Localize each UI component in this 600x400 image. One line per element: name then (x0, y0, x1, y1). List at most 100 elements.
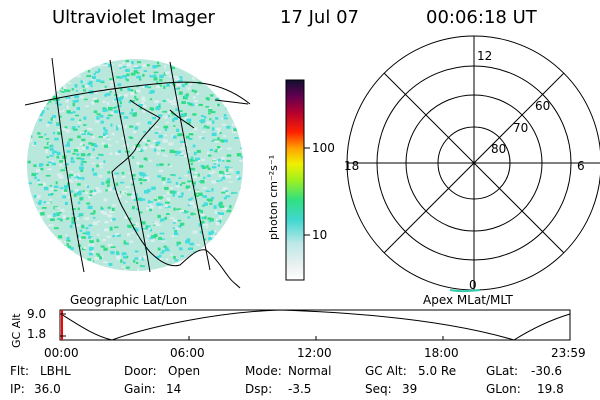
speckle (193, 205, 196, 208)
speckle (176, 241, 181, 245)
ip-label: IP: (10, 382, 25, 396)
speckle (146, 64, 150, 67)
speckle (117, 125, 122, 128)
speckle (213, 163, 217, 165)
uv-image (24, 57, 251, 289)
speckle (65, 257, 69, 260)
speckle (190, 162, 193, 166)
speckle (132, 113, 137, 117)
speckle (228, 220, 232, 224)
speckle (171, 103, 177, 106)
speckle (75, 99, 79, 103)
speckle (222, 160, 225, 162)
speckle (226, 125, 231, 129)
speckle (228, 66, 233, 70)
speckle (116, 191, 120, 194)
speckle (75, 216, 80, 221)
speckle (225, 195, 231, 198)
speckle (125, 186, 131, 188)
speckle (192, 184, 196, 187)
speckle (73, 193, 77, 197)
speckle (161, 147, 165, 150)
speckle (239, 76, 243, 79)
speckle (236, 153, 242, 157)
speckle (182, 96, 188, 100)
speckle (144, 190, 149, 194)
speckle (86, 202, 91, 205)
speckle (116, 252, 120, 256)
speckle (121, 137, 124, 141)
speckle (187, 170, 192, 174)
speckle (112, 187, 116, 190)
speckle (187, 83, 192, 86)
speckle (34, 141, 37, 145)
speckle (202, 166, 206, 169)
speckle (29, 75, 34, 78)
speckle (75, 270, 79, 271)
speckle (194, 100, 198, 103)
speckle (118, 150, 121, 153)
speckle (200, 119, 206, 123)
speckle (156, 61, 160, 65)
speckle (225, 240, 229, 244)
speckle (149, 208, 152, 212)
speckle (211, 180, 217, 184)
speckle (76, 153, 80, 156)
speckle (167, 178, 171, 181)
speckle (75, 269, 79, 271)
speckle (47, 256, 52, 260)
speckle (241, 237, 243, 240)
speckle (108, 64, 112, 68)
speckle (33, 195, 39, 198)
speckle (177, 219, 181, 222)
speckle (168, 111, 172, 114)
speckle (74, 84, 78, 88)
speckle (239, 61, 243, 65)
speckle (218, 132, 222, 134)
speckle (39, 118, 42, 122)
speckle (106, 116, 110, 120)
speckle (76, 60, 81, 63)
speckle (54, 207, 60, 209)
speckle (66, 141, 70, 145)
speckle (221, 191, 226, 194)
speckle (86, 154, 90, 157)
speckle (180, 224, 183, 227)
speckle (215, 221, 220, 226)
speckle (172, 227, 175, 229)
speckle (90, 212, 95, 215)
speckle (66, 150, 71, 153)
speckle (234, 210, 239, 213)
speckle (55, 212, 60, 216)
speckle (85, 191, 88, 195)
speckle (152, 140, 158, 142)
speckle (165, 201, 170, 204)
speckle (223, 94, 227, 97)
speckle (174, 88, 179, 90)
speckle (126, 63, 132, 67)
speckle (189, 242, 195, 246)
speckle (70, 258, 73, 262)
speckle (159, 203, 164, 206)
speckle (102, 62, 107, 65)
speckle (43, 73, 47, 76)
speckle (129, 100, 135, 102)
speckle (76, 157, 81, 160)
speckle (63, 189, 68, 192)
speckle (180, 113, 185, 117)
speckle (85, 267, 89, 271)
speckle (235, 111, 241, 116)
speckle (113, 106, 117, 109)
speckle (108, 211, 114, 213)
speckle (224, 166, 230, 169)
speckle (173, 76, 179, 78)
speckle (107, 178, 111, 181)
speckle (134, 126, 138, 130)
speckle (100, 206, 103, 210)
speckle (129, 125, 134, 128)
speckle (71, 126, 76, 130)
speckle (169, 164, 172, 168)
speckle (159, 163, 164, 166)
speckle (200, 262, 205, 265)
speckle (142, 198, 146, 201)
